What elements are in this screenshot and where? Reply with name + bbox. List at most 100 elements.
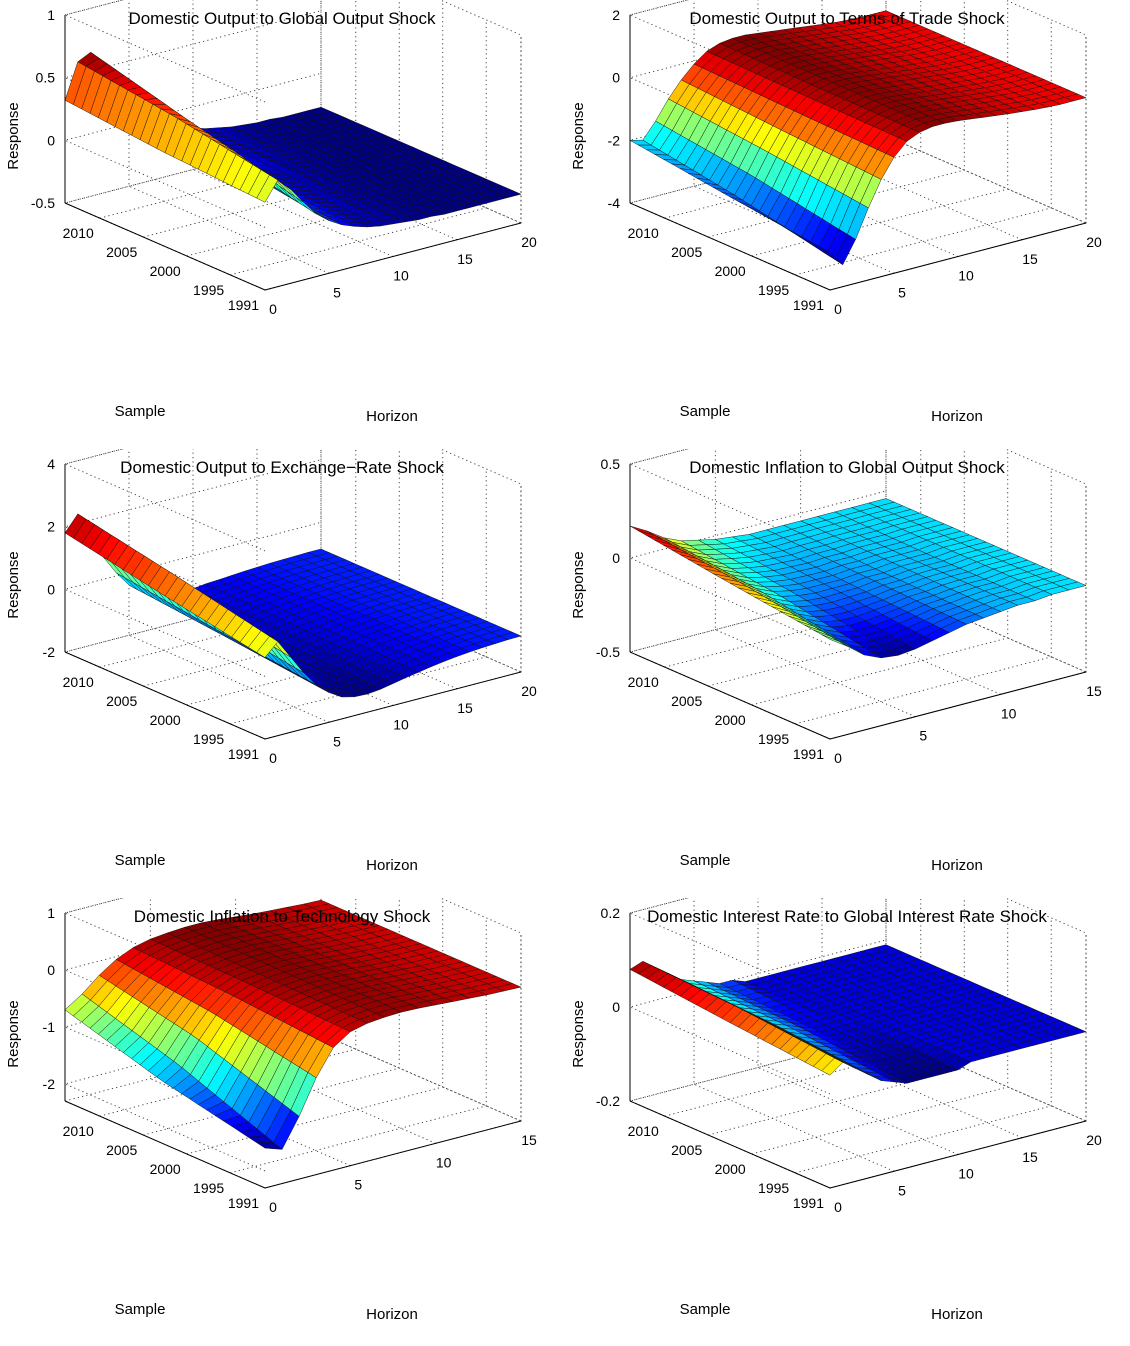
axis-line [829, 671, 1087, 740]
horizon-tick-label: 5 [333, 733, 341, 749]
sample-tick-label: 2010 [63, 674, 94, 690]
horizon-gridline [693, 898, 895, 1172]
chart-panel-3: 0 5 10 15 1991 1995 2000 2005 2010 -0.5 0 0.5 Domest… [565, 449, 1130, 897]
sample-axis-label: Sample [115, 403, 166, 420]
sample-tick-label: 2005 [106, 693, 137, 709]
chart-panel-0: 0 5 10 15 20 1991 1995 2000 2005 2010 -0.5 0 0.5 1 Dom… [0, 0, 565, 448]
surface-patch [255, 1142, 283, 1150]
horizon-tick-label: 20 [1086, 1132, 1102, 1148]
surface [629, 10, 1087, 266]
sample-gridline [708, 898, 965, 1136]
horizon-tick-label: 20 [1086, 234, 1102, 250]
sample-tick-label: 2005 [671, 693, 702, 709]
chart-panel-2: 0 5 10 15 20 1991 1995 2000 2005 2010 -2 0 2 4 Domesti… [0, 449, 565, 897]
sample-axis-label: Sample [115, 1301, 166, 1318]
horizon-tick-label: 10 [436, 1154, 452, 1170]
sample-tick-label: 1995 [193, 282, 224, 298]
response-tick-label: -2 [43, 644, 56, 660]
horizon-gridline [192, 0, 394, 257]
horizon-tick-label: 5 [898, 284, 906, 300]
horizon-axis-label: Horizon [366, 408, 418, 425]
response-tick-label: 1 [47, 7, 55, 23]
axis-line [629, 202, 831, 291]
box-gridline [629, 449, 690, 465]
chart-title: Domestic Output to Exchange−Rate Shock [120, 458, 444, 477]
response-tick-label: -4 [608, 195, 621, 211]
surface-patch [821, 247, 843, 265]
response-tick-label: 0.5 [601, 456, 621, 472]
axis-line [264, 671, 522, 740]
horizon-axis-label: Horizon [366, 1306, 418, 1323]
sample-axis-label: Sample [680, 852, 731, 869]
horizon-tick-label: 15 [457, 700, 473, 716]
box-gridline [64, 898, 125, 914]
chart-title: Domestic Interest Rate to Global Interes… [647, 907, 1047, 926]
horizon-gridline [128, 449, 330, 723]
horizon-tick-label: 5 [898, 1182, 906, 1198]
chart-panel-4: 0 5 10 15 1991 1995 2000 2005 2010 -2 -1 0 1 Domestic… [0, 898, 565, 1346]
box-gridline [629, 0, 690, 16]
sample-tick-label: 1995 [758, 1180, 789, 1196]
sample-gridline [230, 917, 487, 1174]
response-tick-label: 0.2 [601, 905, 621, 921]
response-axis-label: Response [5, 102, 22, 170]
horizon-tick-label: 15 [1022, 1149, 1038, 1165]
response-tick-label: 1 [47, 905, 55, 921]
axis-line [64, 651, 266, 740]
response-tick-label: 0 [612, 550, 620, 566]
response-tick-label: 0 [47, 581, 55, 597]
horizon-axis-label: Horizon [931, 857, 983, 874]
box-gridline [64, 0, 125, 16]
response-tick-label: 2 [612, 7, 620, 23]
sample-tick-label: 2000 [715, 712, 746, 728]
horizon-gridline [256, 449, 458, 690]
chart-panel-1: 0 5 10 15 20 1991 1995 2000 2005 2010 -4 -2 0 2 Domest… [565, 0, 1130, 448]
horizon-gridline [256, 0, 458, 241]
box-gridline [629, 898, 690, 914]
horizon-gridline [885, 898, 1087, 1122]
surface-patch [821, 634, 848, 647]
sample-tick-label: 2010 [628, 225, 659, 241]
surface-patch [629, 525, 656, 536]
response-tick-label: -0.5 [596, 644, 620, 660]
horizon-tick-label: 10 [393, 268, 409, 284]
axis-line [264, 1120, 522, 1189]
box-gridline [64, 449, 125, 465]
horizon-tick-label: 15 [521, 1132, 537, 1148]
response-axis-label: Response [570, 1000, 587, 1068]
horizon-tick-label: 10 [958, 1166, 974, 1182]
chart-title: Domestic Output to Terms of Trade Shock [689, 9, 1005, 28]
horizon-tick-label: 15 [457, 251, 473, 267]
horizon-gridline [885, 449, 1087, 673]
response-tick-label: 2 [47, 519, 55, 535]
horizon-gridline [192, 449, 394, 706]
chart-title: Domestic Inflation to Technology Shock [134, 907, 431, 926]
surface [629, 498, 1087, 659]
box-gridline [320, 1033, 522, 1122]
sample-gridline [795, 468, 1052, 725]
horizon-gridline [128, 0, 330, 274]
chart-panel-5: 0 5 10 15 20 1991 1995 2000 2005 2010 -0.2 0 0.2 Dome… [565, 898, 1130, 1346]
horizon-tick-label: 5 [333, 284, 341, 300]
horizon-axis-label: Horizon [366, 857, 418, 874]
surface-patch [256, 174, 279, 203]
sample-tick-label: 2005 [671, 244, 702, 260]
sample-tick-label: 1991 [793, 1195, 824, 1211]
sample-gridline [795, 19, 1052, 276]
horizon-tick-label: 10 [1001, 705, 1017, 721]
horizon-tick-label: 10 [958, 268, 974, 284]
response-axis-label: Response [5, 1000, 22, 1068]
horizon-gridline [714, 449, 916, 718]
chart-title: Domestic Output to Global Output Shock [128, 9, 436, 28]
sample-axis-label: Sample [115, 852, 166, 869]
axis-line [829, 222, 1087, 291]
sample-tick-label: 2000 [715, 263, 746, 279]
sample-tick-label: 2000 [150, 1161, 181, 1177]
sample-gridline [751, 898, 1009, 1155]
horizon-tick-label: 5 [354, 1177, 362, 1193]
sample-tick-label: 1995 [758, 282, 789, 298]
